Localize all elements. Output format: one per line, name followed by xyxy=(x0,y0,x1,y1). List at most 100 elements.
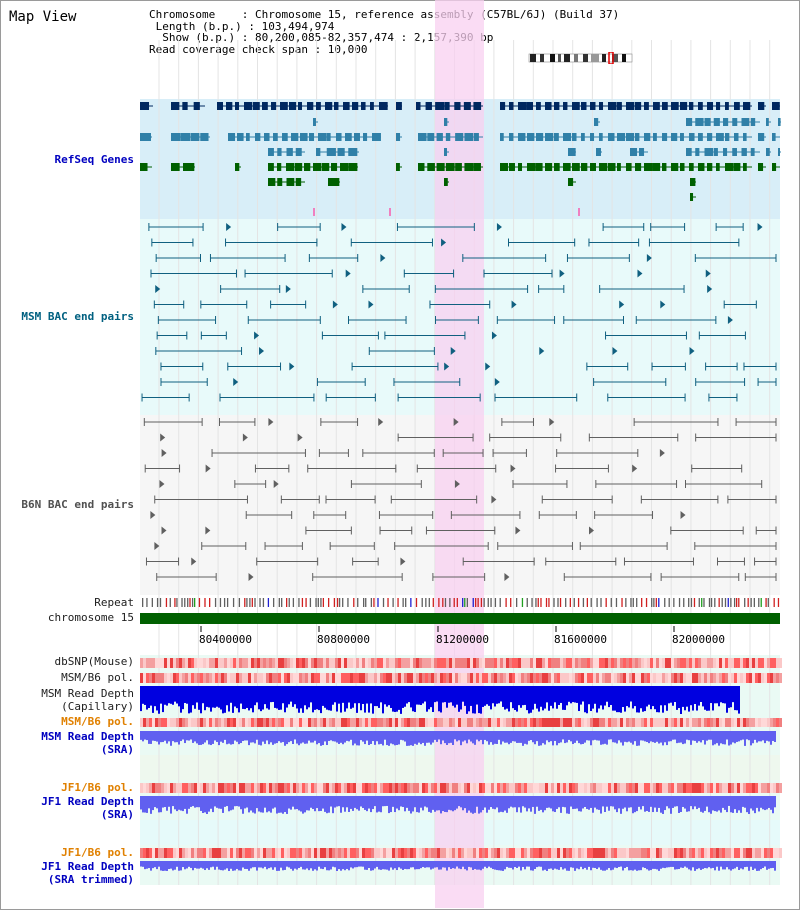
chromosome-ideogram[interactable] xyxy=(528,52,634,64)
msm-capillary-depth-bar xyxy=(496,686,498,704)
msm-pol-density xyxy=(458,673,461,683)
msm-capillary-depth-bar xyxy=(304,686,306,706)
msm-pol-density xyxy=(521,718,524,727)
jf1-trim-depth-bar xyxy=(380,861,382,870)
msm-sra-depth-bar xyxy=(490,731,492,743)
msm-sra-depth-bar xyxy=(244,731,246,741)
jf1-trim-depth-bar xyxy=(364,861,366,870)
msm-capillary-depth-bar xyxy=(358,686,360,704)
msm-pol-density xyxy=(638,673,641,683)
jf1-sra-depth-bar xyxy=(432,796,434,810)
gene-exon xyxy=(372,133,381,141)
jf1-pol-density xyxy=(266,783,269,793)
jf1-sra-depth-bar xyxy=(236,796,238,807)
repeat-element xyxy=(146,598,148,607)
repeat-element xyxy=(615,598,618,607)
b6n-bac-single-end xyxy=(589,526,595,535)
gene-exon xyxy=(217,102,223,110)
msm-capillary-depth-bar xyxy=(220,686,222,710)
msm-capillary-depth-bar xyxy=(540,686,542,707)
jf1-trim-depth-bar xyxy=(304,861,306,870)
msm-pol-density xyxy=(347,718,350,727)
msm-sra-depth-bar xyxy=(554,731,556,741)
jf1-sra-depth-bar xyxy=(758,796,760,812)
jf1-sra-depth-bar xyxy=(326,796,328,814)
msm-pol-density xyxy=(188,673,191,683)
jf1-trim-depth-bar xyxy=(484,861,486,867)
msm-capillary-depth-bar xyxy=(406,686,408,704)
repeat-element xyxy=(582,598,585,607)
gene-exon xyxy=(704,118,711,126)
msm-sra-depth-bar xyxy=(632,731,634,745)
msm-sra-depth-bar xyxy=(608,731,610,740)
jf1-trim-depth-bar xyxy=(210,861,212,868)
msm-pol-density xyxy=(680,673,683,683)
msm-pol-density xyxy=(248,673,251,683)
dbsnp-density xyxy=(152,658,155,668)
jf1-pol-density xyxy=(488,848,491,858)
msm-sra-depth-bar xyxy=(638,731,640,746)
jf1-trim-depth-bar xyxy=(680,861,682,868)
jf1-trim-depth-bar xyxy=(658,861,660,871)
jf1-pol-density xyxy=(425,783,428,793)
repeat-element xyxy=(438,598,440,607)
dbsnp-density xyxy=(176,658,179,668)
msm-sra-depth-bar xyxy=(210,731,212,746)
msm-pol-density xyxy=(722,718,725,727)
jf1-pol-density xyxy=(503,783,506,793)
dbsnp-density xyxy=(140,658,143,668)
msm-pol-density xyxy=(266,718,269,727)
jf1-pol-density xyxy=(536,848,539,858)
msm-sra-depth-bar xyxy=(168,731,170,742)
repeat-element xyxy=(246,598,248,607)
gene-exon xyxy=(662,102,668,110)
dbsnp-density xyxy=(287,658,290,668)
jf1-pol-density xyxy=(353,783,356,793)
msm-sra-depth-bar xyxy=(702,731,704,741)
jf1-pol-density xyxy=(455,848,458,858)
gene-exon xyxy=(396,163,400,171)
jf1-pol-density xyxy=(686,783,689,793)
jf1-trim-depth-bar xyxy=(316,861,318,871)
jf1-pol-density xyxy=(296,848,299,858)
msm-capillary-depth-bar xyxy=(422,686,424,704)
jf1-trim-depth-bar xyxy=(766,861,768,870)
msm-bac-single-end xyxy=(612,347,618,355)
msm-pol-density xyxy=(269,673,272,683)
msm-sra-depth-bar xyxy=(442,731,444,741)
msm-sra-depth-bar xyxy=(166,731,168,744)
msm-sra-depth-bar xyxy=(626,731,628,743)
msm-pol-density xyxy=(401,718,404,727)
jf1-sra-depth-bar xyxy=(306,796,308,811)
msm-pol-density xyxy=(668,673,671,683)
dbsnp-density xyxy=(260,658,263,668)
msm-sra-depth-bar xyxy=(768,731,770,742)
msm-capillary-depth-bar xyxy=(528,686,530,714)
repeat-element xyxy=(621,598,623,607)
jf1-trim-depth-bar xyxy=(356,861,358,868)
msm-capillary-depth-bar xyxy=(144,686,146,705)
jf1-pol-density xyxy=(737,783,740,793)
jf1-trim-depth-bar xyxy=(434,861,436,868)
msm-pol-density xyxy=(683,718,686,727)
dbsnp-density xyxy=(533,658,536,668)
msm-pol-density xyxy=(461,718,464,727)
gene-exon xyxy=(653,163,661,171)
msm-pol-density xyxy=(479,718,482,727)
jf1-pol-density xyxy=(266,848,269,858)
gene-exon xyxy=(772,133,776,141)
msm-sra-depth-bar xyxy=(478,731,480,742)
gene-exon xyxy=(572,163,580,171)
jf1-pol-density xyxy=(746,848,749,858)
msm-sra-depth-bar xyxy=(240,731,242,744)
gene-exon xyxy=(318,133,327,141)
gene-exon xyxy=(445,133,451,141)
dbsnp-density xyxy=(200,658,203,668)
track-label-jf1-b6-pol: JF1/B6 pol. xyxy=(61,781,134,794)
jf1-trim-depth-bar xyxy=(762,861,764,868)
msm-sra-depth-bar xyxy=(514,731,516,742)
jf1-pol-density xyxy=(677,783,680,793)
jf1-sra-depth-bar xyxy=(576,796,578,809)
jf1-sra-depth-bar xyxy=(532,796,534,807)
